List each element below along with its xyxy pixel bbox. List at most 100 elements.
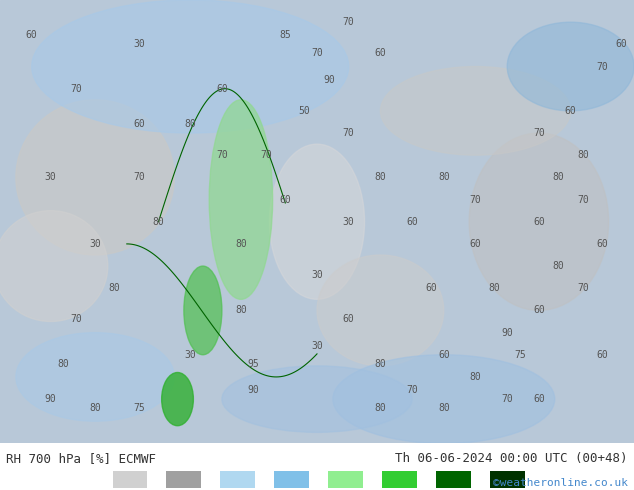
Text: 99: 99 — [446, 489, 460, 490]
Text: 60: 60 — [375, 48, 386, 58]
Text: 80: 80 — [58, 359, 69, 368]
FancyBboxPatch shape — [113, 471, 147, 488]
Text: 70: 70 — [578, 283, 589, 293]
Ellipse shape — [32, 0, 349, 133]
Text: 60: 60 — [343, 314, 354, 324]
FancyBboxPatch shape — [490, 471, 525, 488]
Text: 60: 60 — [26, 30, 37, 41]
Text: 90: 90 — [324, 75, 335, 85]
Text: 60: 60 — [565, 106, 576, 116]
Text: 95: 95 — [392, 489, 406, 490]
Text: 80: 80 — [578, 150, 589, 160]
Text: 80: 80 — [375, 359, 386, 368]
Text: 80: 80 — [153, 217, 164, 227]
Text: 70: 70 — [470, 195, 481, 204]
Ellipse shape — [0, 211, 108, 321]
Text: 30: 30 — [134, 39, 145, 49]
Text: 80: 80 — [438, 172, 450, 182]
Text: 90: 90 — [248, 385, 259, 395]
Ellipse shape — [269, 144, 365, 299]
Text: 80: 80 — [375, 172, 386, 182]
FancyBboxPatch shape — [221, 471, 255, 488]
Text: 30: 30 — [311, 270, 323, 280]
Text: 60: 60 — [533, 217, 545, 227]
Text: 15: 15 — [69, 489, 83, 490]
Text: 80: 80 — [375, 403, 386, 413]
Ellipse shape — [317, 255, 444, 366]
FancyBboxPatch shape — [274, 471, 309, 488]
FancyBboxPatch shape — [436, 471, 471, 488]
Text: 60: 60 — [406, 217, 418, 227]
Text: 60: 60 — [425, 283, 437, 293]
Text: 90: 90 — [339, 489, 353, 490]
Text: 90: 90 — [501, 328, 513, 338]
FancyBboxPatch shape — [58, 471, 94, 488]
Ellipse shape — [333, 355, 555, 443]
Text: 70: 70 — [343, 17, 354, 27]
Text: Th 06-06-2024 00:00 UTC (00+48): Th 06-06-2024 00:00 UTC (00+48) — [395, 452, 628, 465]
Ellipse shape — [222, 366, 412, 432]
Text: 80: 80 — [489, 283, 500, 293]
Text: 75: 75 — [134, 403, 145, 413]
Text: 80: 80 — [235, 239, 247, 249]
Text: 95: 95 — [248, 359, 259, 368]
Text: 70: 70 — [406, 385, 418, 395]
Text: 80: 80 — [552, 261, 564, 271]
Text: 70: 70 — [597, 62, 608, 72]
Text: ©weatheronline.co.uk: ©weatheronline.co.uk — [493, 478, 628, 488]
Ellipse shape — [507, 22, 634, 111]
Text: 80: 80 — [108, 283, 120, 293]
Ellipse shape — [380, 67, 571, 155]
Text: 80: 80 — [184, 119, 196, 129]
Text: 90: 90 — [45, 394, 56, 404]
Text: 60: 60 — [470, 239, 481, 249]
Text: 70: 70 — [501, 394, 513, 404]
Text: 70: 70 — [70, 314, 82, 324]
Text: 75: 75 — [514, 350, 526, 360]
Text: 60: 60 — [533, 305, 545, 316]
FancyBboxPatch shape — [328, 471, 363, 488]
Text: 60: 60 — [280, 195, 291, 204]
Ellipse shape — [16, 100, 174, 255]
Text: 50: 50 — [299, 106, 310, 116]
Text: 80: 80 — [438, 403, 450, 413]
Text: 30: 30 — [311, 341, 323, 351]
Text: 60: 60 — [597, 350, 608, 360]
Text: 80: 80 — [470, 372, 481, 382]
Text: 100: 100 — [496, 489, 518, 490]
Text: 70: 70 — [70, 84, 82, 94]
Text: 30: 30 — [184, 350, 196, 360]
FancyBboxPatch shape — [166, 471, 202, 488]
Text: 70: 70 — [134, 172, 145, 182]
Text: 60: 60 — [533, 394, 545, 404]
Text: 70: 70 — [216, 150, 228, 160]
Ellipse shape — [469, 133, 609, 311]
Text: 80: 80 — [235, 305, 247, 316]
Text: 70: 70 — [311, 48, 323, 58]
Text: 75: 75 — [285, 489, 299, 490]
Ellipse shape — [16, 333, 174, 421]
Text: 30: 30 — [123, 489, 137, 490]
Ellipse shape — [209, 100, 273, 299]
Text: 80: 80 — [552, 172, 564, 182]
Text: 45: 45 — [177, 489, 191, 490]
Text: 80: 80 — [89, 403, 101, 413]
Text: 30: 30 — [89, 239, 101, 249]
Text: 60: 60 — [616, 39, 627, 49]
Text: 70: 70 — [261, 150, 272, 160]
Text: RH 700 hPa [%] ECMWF: RH 700 hPa [%] ECMWF — [6, 452, 157, 465]
Text: 70: 70 — [343, 128, 354, 138]
Text: 60: 60 — [597, 239, 608, 249]
Text: 60: 60 — [134, 119, 145, 129]
Text: 30: 30 — [343, 217, 354, 227]
Text: 70: 70 — [533, 128, 545, 138]
FancyBboxPatch shape — [382, 471, 417, 488]
Text: 85: 85 — [280, 30, 291, 41]
Text: 60: 60 — [216, 84, 228, 94]
Text: 60: 60 — [231, 489, 245, 490]
Text: 70: 70 — [578, 195, 589, 204]
Text: 30: 30 — [45, 172, 56, 182]
Ellipse shape — [184, 266, 222, 355]
Ellipse shape — [162, 372, 193, 426]
Text: 60: 60 — [438, 350, 450, 360]
